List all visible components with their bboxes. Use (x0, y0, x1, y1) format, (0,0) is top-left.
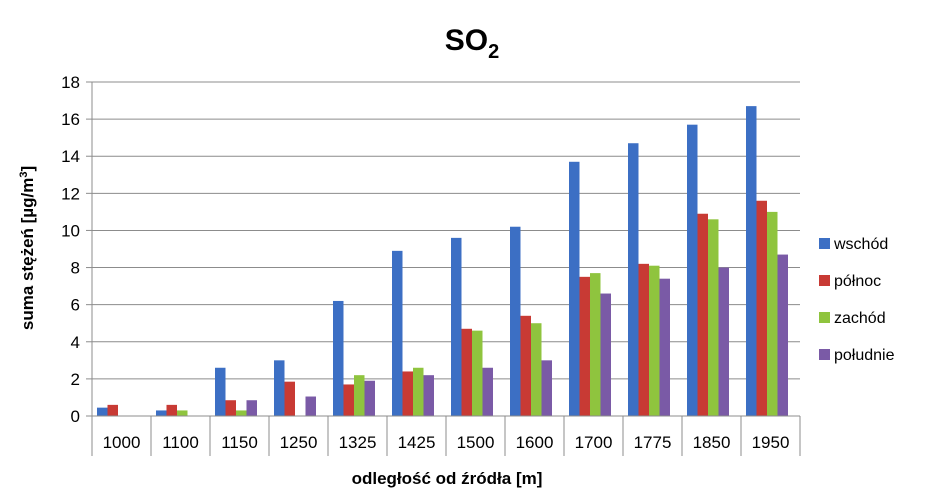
bar (392, 250, 403, 416)
chart-title-text: SO (445, 24, 488, 57)
legend-swatch (819, 238, 830, 249)
x-tick-label: 1950 (752, 433, 790, 452)
bar (520, 315, 531, 416)
chart-title: SO2 (445, 24, 499, 63)
bar (718, 267, 729, 416)
x-tick-label: 1500 (457, 433, 495, 452)
bar (687, 124, 698, 416)
y-tick-label: 0 (71, 407, 80, 426)
x-tick-label: 1775 (634, 433, 672, 452)
bar (461, 328, 472, 416)
bar (697, 213, 708, 416)
bar (413, 367, 424, 416)
gridlines (86, 81, 800, 417)
legend-label: wschód (833, 236, 888, 253)
x-tick-label: 1700 (575, 433, 613, 452)
bar (628, 143, 639, 416)
bar (402, 371, 413, 416)
bars (97, 106, 788, 416)
bar (274, 360, 285, 416)
chart-title-subscript: 2 (488, 41, 499, 63)
bar (354, 375, 365, 416)
bar (166, 404, 177, 416)
bar (649, 265, 660, 416)
bar (451, 237, 462, 416)
y-tick-label: 10 (61, 221, 80, 240)
bar (659, 278, 670, 416)
bar (472, 330, 483, 416)
y-axis-label-superscript: 3 (18, 172, 30, 178)
bar (97, 407, 108, 416)
bar (541, 360, 552, 416)
y-tick-labels: 0 2 4 6 8 10 12 14 16 18 (61, 73, 80, 426)
x-tick-label: 1425 (398, 433, 436, 452)
bar (531, 323, 542, 416)
x-tick-label: 1150 (221, 433, 258, 452)
x-tick-label: 1250 (280, 433, 318, 452)
y-axis-label-text: suma stężeń [µg/m (18, 178, 37, 330)
y-tick-label: 12 (61, 184, 80, 203)
bar (579, 276, 590, 416)
bar (510, 226, 521, 416)
axes (91, 82, 801, 456)
bar (767, 211, 778, 416)
x-axis-label: odległość od źródła [m] (352, 469, 543, 488)
bar (215, 367, 226, 416)
x-tick-label: 1000 (103, 433, 141, 452)
x-tick-label: 1600 (516, 433, 554, 452)
bar (305, 396, 316, 416)
bar (638, 263, 649, 416)
bar (156, 410, 167, 416)
legend-label: zachód (834, 310, 886, 327)
bar (246, 400, 257, 416)
bar (590, 273, 601, 416)
bar (364, 380, 375, 416)
y-axis-label-close: ] (18, 166, 37, 172)
bar (746, 106, 757, 416)
x-tick-label: 1850 (693, 433, 731, 452)
y-tick-label: 8 (71, 259, 80, 278)
bar (423, 375, 434, 416)
bar (333, 300, 344, 416)
bar (756, 200, 767, 416)
y-tick-label: 18 (61, 73, 80, 92)
x-tick-labels: 1000 1100 1150 1250 1325 1425 1500 1600 1700 1775… (103, 433, 790, 452)
legend-swatch (819, 275, 830, 286)
bar (236, 410, 247, 416)
bar (708, 219, 719, 416)
bar (482, 367, 493, 416)
bar (107, 404, 118, 416)
bar (177, 410, 188, 416)
bar (777, 254, 788, 416)
y-tick-label: 4 (71, 333, 80, 352)
legend-label: północ (834, 273, 881, 290)
bar (600, 293, 611, 416)
x-tick-label: 1325 (339, 433, 377, 452)
legend-label: południe (834, 347, 895, 364)
legend: wschód północ zachód południe (819, 236, 895, 364)
legend-swatch (819, 312, 830, 323)
legend-swatch (819, 349, 830, 360)
y-tick-label: 16 (61, 110, 80, 129)
bar (284, 381, 295, 416)
bar (225, 400, 236, 416)
bar (343, 384, 354, 416)
y-tick-label: 14 (61, 147, 80, 166)
y-tick-label: 2 (71, 370, 80, 389)
bar (569, 161, 580, 416)
x-tick-label: 1100 (162, 433, 199, 452)
y-tick-label: 6 (71, 296, 80, 315)
y-axis-label: suma stężeń [µg/m3] (18, 166, 37, 330)
